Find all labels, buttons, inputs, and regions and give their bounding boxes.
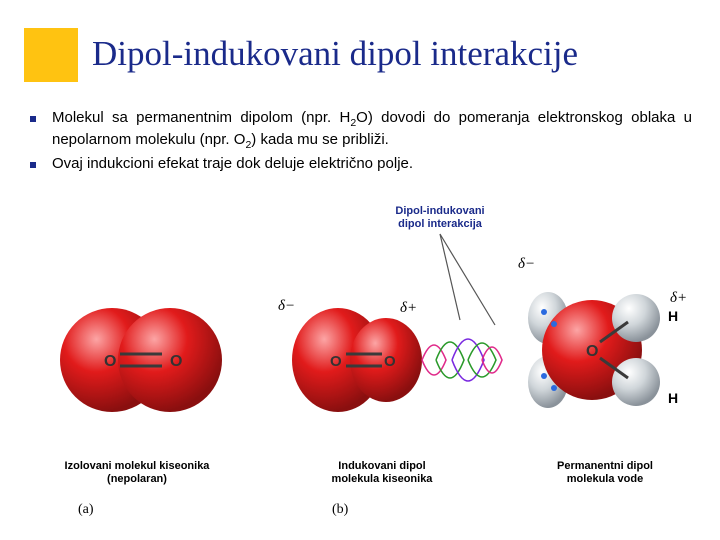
svg-text:O: O	[586, 343, 598, 360]
bullet-text: Molekul sa permanentnim dipolom (npr. H2…	[52, 108, 692, 152]
svg-text:O: O	[330, 353, 342, 370]
h-label: H	[668, 308, 678, 324]
bullet-list: Molekul sa permanentnim dipolom (npr. H2…	[30, 108, 692, 177]
bullet-marker	[30, 162, 36, 168]
caption-b: Indukovani dipolmolekula kiseonika	[292, 460, 472, 486]
figure-area: Dipol-indukovanidipol interakcija O O	[30, 210, 692, 510]
h-label: H	[668, 390, 678, 406]
panel-letter-b: (b)	[332, 502, 348, 518]
bullet-marker	[30, 116, 36, 122]
bullet-item: Ovaj indukcioni efekat traje dok deluje …	[30, 154, 692, 174]
caption-c: Permanentni dipolmolekula vode	[520, 460, 690, 486]
delta-plus: δ+	[670, 290, 687, 307]
bullet-text: Ovaj indukcioni efekat traje dok deluje …	[52, 154, 692, 174]
slide-title: Dipol-indukovani dipol interakcije	[92, 34, 578, 74]
delta-plus: δ+	[400, 300, 417, 317]
panel-c: O δ− δ+ H H	[520, 240, 690, 435]
svg-text:O: O	[170, 353, 182, 370]
svg-text:O: O	[104, 353, 116, 370]
caption-a: Izolovani molekul kiseonika(nepolaran)	[52, 460, 222, 486]
panel-b: O O δ− δ+	[292, 280, 482, 445]
bullet-item: Molekul sa permanentnim dipolom (npr. H2…	[30, 108, 692, 152]
svg-text:O: O	[384, 353, 396, 370]
delta-minus: δ−	[518, 256, 535, 273]
water-molecule: O	[520, 240, 690, 430]
o2-induced: O O	[292, 280, 502, 440]
panel-letter-a: (a)	[78, 502, 94, 518]
accent-block	[24, 28, 78, 82]
panel-a: O O	[52, 280, 232, 445]
delta-minus: δ−	[278, 298, 295, 315]
o2-nonpolar: O O	[52, 280, 232, 440]
